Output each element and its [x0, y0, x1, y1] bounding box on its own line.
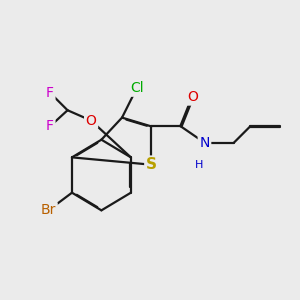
Text: O: O — [187, 90, 198, 104]
Text: S: S — [146, 157, 157, 172]
Text: Br: Br — [41, 203, 56, 218]
Text: F: F — [46, 119, 54, 134]
Text: F: F — [46, 85, 54, 100]
Text: H: H — [194, 160, 203, 170]
Text: N: N — [199, 136, 210, 150]
Text: O: O — [86, 114, 97, 128]
Text: Cl: Cl — [130, 81, 144, 95]
